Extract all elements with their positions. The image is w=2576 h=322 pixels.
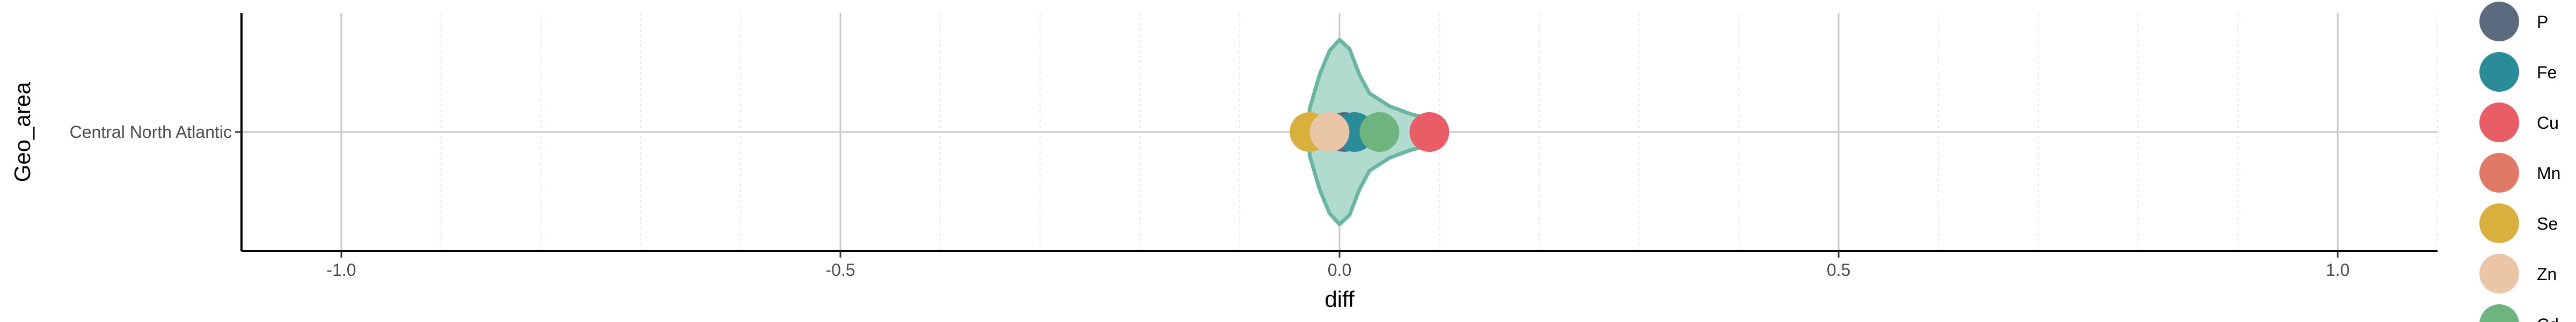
y-axis-ticks: Central North Atlantic [70,122,241,142]
legend: P Fe Cu Mn Se Zn Cd [2479,2,2560,322]
x-axis-title: diff [1324,287,1355,312]
legend-key-se [2479,203,2519,243]
point-cu [1409,112,1450,152]
point-zn [1309,112,1350,152]
y-tick-label: Central North Atlantic [70,122,232,142]
legend-key-p [2479,2,2519,41]
x-tick-label: 0.5 [1827,260,1850,280]
x-axis-ticks: -1.0 -0.5 0.0 0.5 1.0 [326,251,2350,280]
legend-label-zn: Zn [2537,265,2557,284]
x-tick-label: -0.5 [825,260,855,280]
legend-key-cd [2479,304,2519,322]
legend-key-mn [2479,153,2519,193]
y-axis-title: Geo_area [10,82,35,182]
data-points [1290,112,1450,152]
legend-key-cu [2479,103,2519,142]
legend-key-zn [2479,254,2519,294]
legend-label-se: Se [2537,214,2558,233]
legend-label-cd: Cd [2537,315,2559,322]
legend-label-mn: Mn [2537,164,2560,183]
legend-label-p: P [2537,12,2548,32]
legend-key-fe [2479,52,2519,92]
legend-label-cu: Cu [2537,113,2559,133]
x-tick-label: 0.0 [1328,260,1351,280]
point-cd [1359,112,1400,152]
x-tick-label: -1.0 [326,260,356,280]
x-tick-label: 1.0 [2326,260,2350,280]
legend-label-fe: Fe [2537,63,2557,82]
